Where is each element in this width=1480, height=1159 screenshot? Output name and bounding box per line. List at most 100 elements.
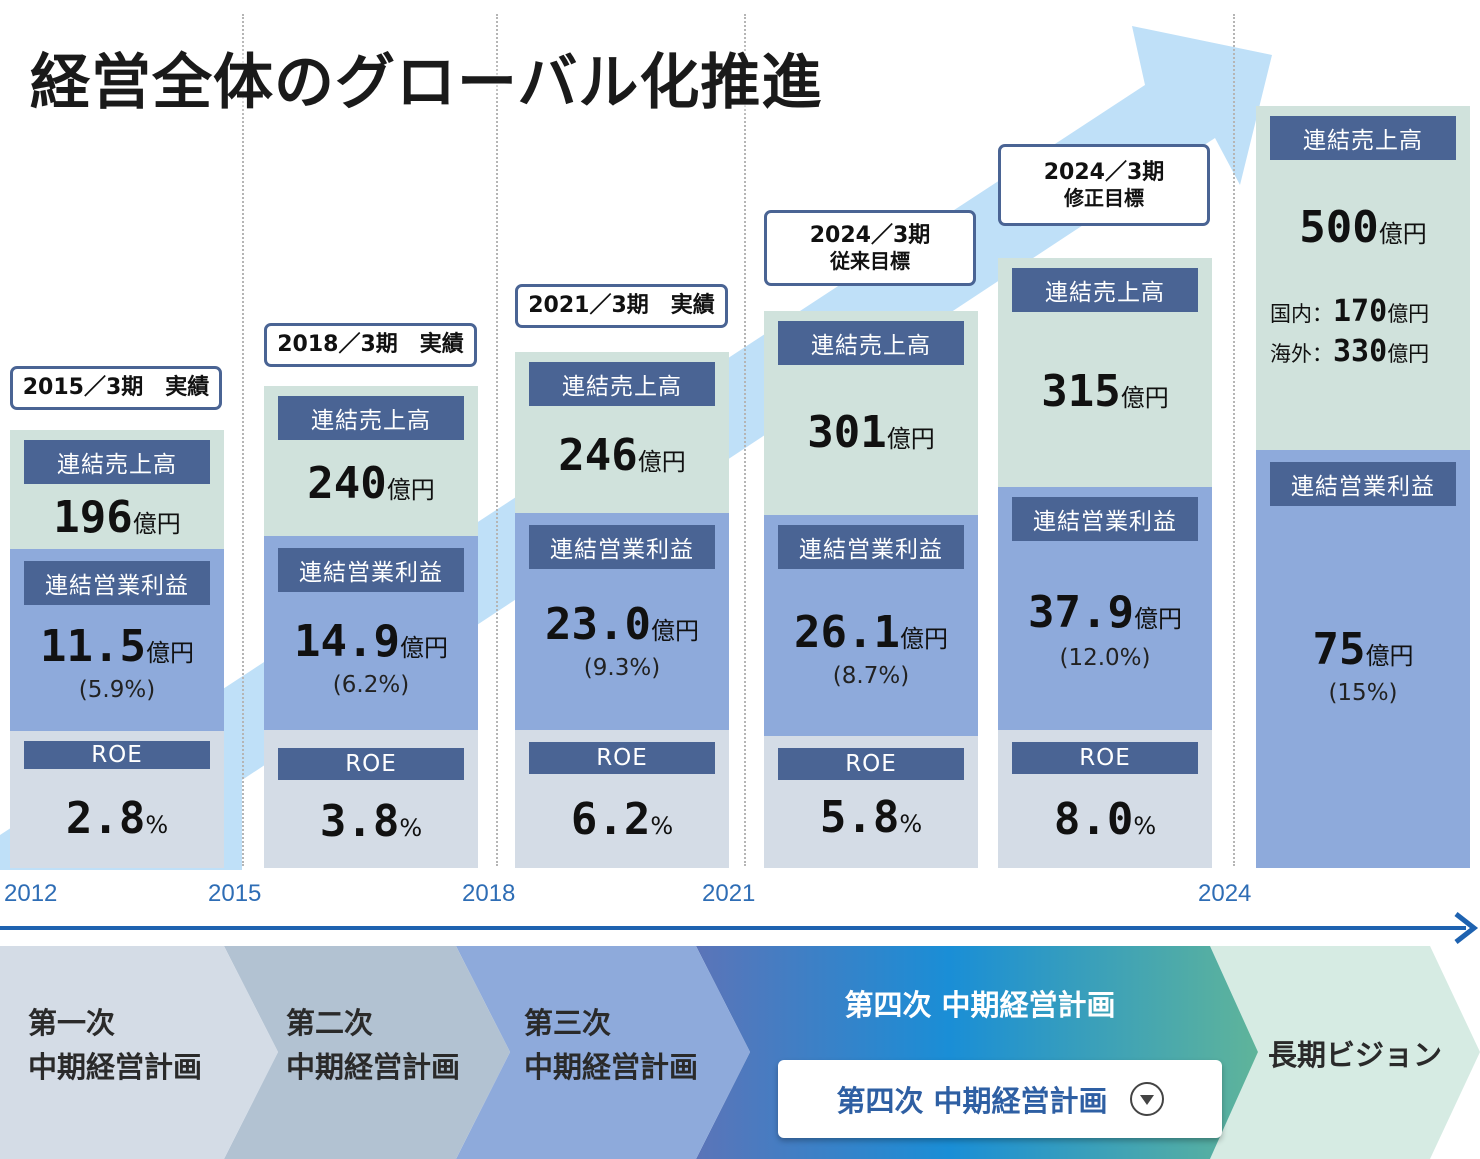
op-profit-panel: 連結営業利益 37.9億円 (12.0%) [998, 487, 1212, 730]
year-label: 2015 [208, 880, 262, 907]
year-guide-2015 [242, 14, 244, 866]
op-profit-panel: 連結営業利益 11.5億円 (5.9%) [10, 549, 224, 731]
phase-1 [0, 946, 278, 1159]
sales-header: 連結売上高 [1270, 116, 1456, 160]
period-label: 2024／3期 修正目標 [998, 144, 1210, 226]
op-profit-value: 14.9億円 [264, 616, 478, 667]
phase-2 [224, 946, 510, 1159]
overseas-unit: 億円 [1387, 342, 1430, 366]
sales-panel: 連結売上高 315億円 [998, 258, 1212, 487]
op-profit-panel: 連結営業利益 23.0億円 (9.3%) [515, 513, 729, 730]
period-label: 2021／3期 実績 [515, 284, 728, 328]
sales-value: 301億円 [764, 407, 978, 458]
op-profit-panel: 連結営業利益 14.9億円 (6.2%) [264, 536, 478, 730]
roe-header: ROE [1012, 742, 1198, 774]
roe-panel: ROE 5.8% [764, 736, 978, 868]
year-label: 2024 [1198, 880, 1252, 907]
roe-header: ROE [778, 748, 964, 780]
roe-unit: % [145, 811, 169, 839]
domestic-sales: 国内：170億円 [1270, 294, 1429, 329]
year-guide-2018 [496, 14, 498, 866]
data-column: 連結売上高 240億円 連結営業利益 14.9億円 (6.2%) ROE 3.8… [264, 386, 478, 868]
sales-unit: 億円 [1378, 220, 1427, 248]
op-profit-value: 37.9億円 [998, 587, 1212, 638]
sales-unit: 億円 [886, 425, 935, 453]
data-column: 連結売上高 315億円 連結営業利益 37.9億円 (12.0%) ROE 8.… [998, 258, 1212, 868]
op-profit-number: 23.0 [545, 599, 651, 650]
roe-value: 6.2% [515, 794, 729, 845]
op-profit-number: 37.9 [1028, 587, 1134, 638]
period-label-text: 2024／3期 [809, 222, 931, 248]
op-profit-unit: 億円 [399, 634, 448, 662]
sales-panel: 連結売上高 500億円 国内：170億円 海外：330億円 [1256, 106, 1470, 450]
op-profit-unit: 億円 [145, 639, 194, 667]
phase-4-title: 第四次 中期経営計画 [844, 988, 1116, 1022]
year-label: 2018 [462, 880, 516, 907]
phase-1-line2: 中期経営計画 [28, 1049, 203, 1084]
op-margin: (15%) [1328, 680, 1398, 706]
phase-3-line1: 第三次 [524, 1006, 612, 1040]
sales-number: 500 [1299, 202, 1379, 253]
sales-header: 連結売上高 [1012, 268, 1198, 312]
period-label-text: 2021／3期 実績 [528, 293, 715, 319]
roe-number: 8.0 [1053, 794, 1134, 845]
op-profit-header: 連結営業利益 [529, 525, 715, 569]
op-profit-header: 連結営業利益 [24, 561, 210, 605]
roe-number: 5.8 [819, 792, 900, 843]
sales-number: 196 [53, 492, 133, 543]
domestic-unit: 億円 [1387, 302, 1430, 326]
sales-number: 315 [1041, 366, 1121, 417]
op-margin: (9.3%) [583, 655, 661, 681]
op-profit-header: 連結営業利益 [1270, 462, 1456, 506]
sales-header: 連結売上高 [24, 440, 210, 484]
chevron-down-icon [1129, 1082, 1164, 1116]
period-label-text: 2018／3期 実績 [277, 332, 464, 358]
sales-unit: 億円 [386, 476, 435, 504]
period-label: 2018／3期 実績 [264, 323, 477, 367]
year-label: 2012 [4, 880, 58, 907]
roe-number: 6.2 [570, 794, 651, 845]
roe-header: ROE [24, 741, 210, 769]
period-label: 2024／3期 従来目標 [764, 210, 976, 286]
roe-unit: % [399, 814, 423, 842]
op-profit-header: 連結営業利益 [1012, 497, 1198, 541]
sales-value: 246億円 [515, 430, 729, 481]
phase-2-line2: 中期経営計画 [286, 1049, 461, 1084]
op-profit-panel: 連結営業利益 75億円 (15%) [1256, 450, 1470, 868]
period-label-text: 2015／3期 実績 [22, 375, 210, 401]
op-profit-number: 26.1 [794, 607, 900, 658]
phase-long-term-label: 長期ビジョン [1268, 1038, 1443, 1072]
plan-phases-band [0, 946, 1480, 1159]
roe-panel: ROE 6.2% [515, 730, 729, 868]
sales-header: 連結売上高 [778, 321, 964, 365]
sales-number: 301 [807, 407, 887, 458]
phase-1-label: 第一次 中期経営計画 [28, 1002, 202, 1089]
op-profit-panel: 連結営業利益 26.1億円 (8.7%) [764, 515, 978, 736]
op-profit-unit: 億円 [650, 617, 699, 645]
sales-header: 連結売上高 [529, 362, 715, 406]
phase-4-select-button[interactable]: 第四次 中期経営計画 [778, 1060, 1222, 1138]
period-label: 2015／3期 実績 [10, 366, 222, 410]
roe-header: ROE [278, 748, 464, 780]
op-profit-unit: 億円 [1365, 642, 1414, 670]
roe-unit: % [899, 810, 923, 838]
sales-panel: 連結売上高 301億円 [764, 311, 978, 515]
op-profit-value: 75億円 [1256, 624, 1470, 675]
roe-value: 2.8% [10, 793, 224, 844]
year-guide-2021 [744, 14, 746, 866]
sales-value: 240億円 [264, 458, 478, 509]
op-profit-header: 連結営業利益 [278, 548, 464, 592]
period-label-sub: 修正目標 [1064, 186, 1144, 211]
sales-header: 連結売上高 [278, 396, 464, 440]
period-label-sub: 従来目標 [830, 249, 910, 274]
period-label-text: 2024／3期 [1043, 159, 1165, 185]
domestic-label: 国内： [1270, 302, 1333, 326]
sales-value: 500億円 [1256, 202, 1470, 253]
year-guide-2024 [1233, 14, 1235, 866]
op-margin: (8.7%) [832, 663, 910, 689]
roe-panel: ROE 2.8% [10, 731, 224, 868]
timeline-arrow-icon [0, 912, 1479, 944]
op-profit-number: 75 [1312, 624, 1366, 675]
sales-number: 246 [558, 430, 638, 481]
phase-2-label: 第二次 中期経営計画 [286, 1002, 460, 1089]
